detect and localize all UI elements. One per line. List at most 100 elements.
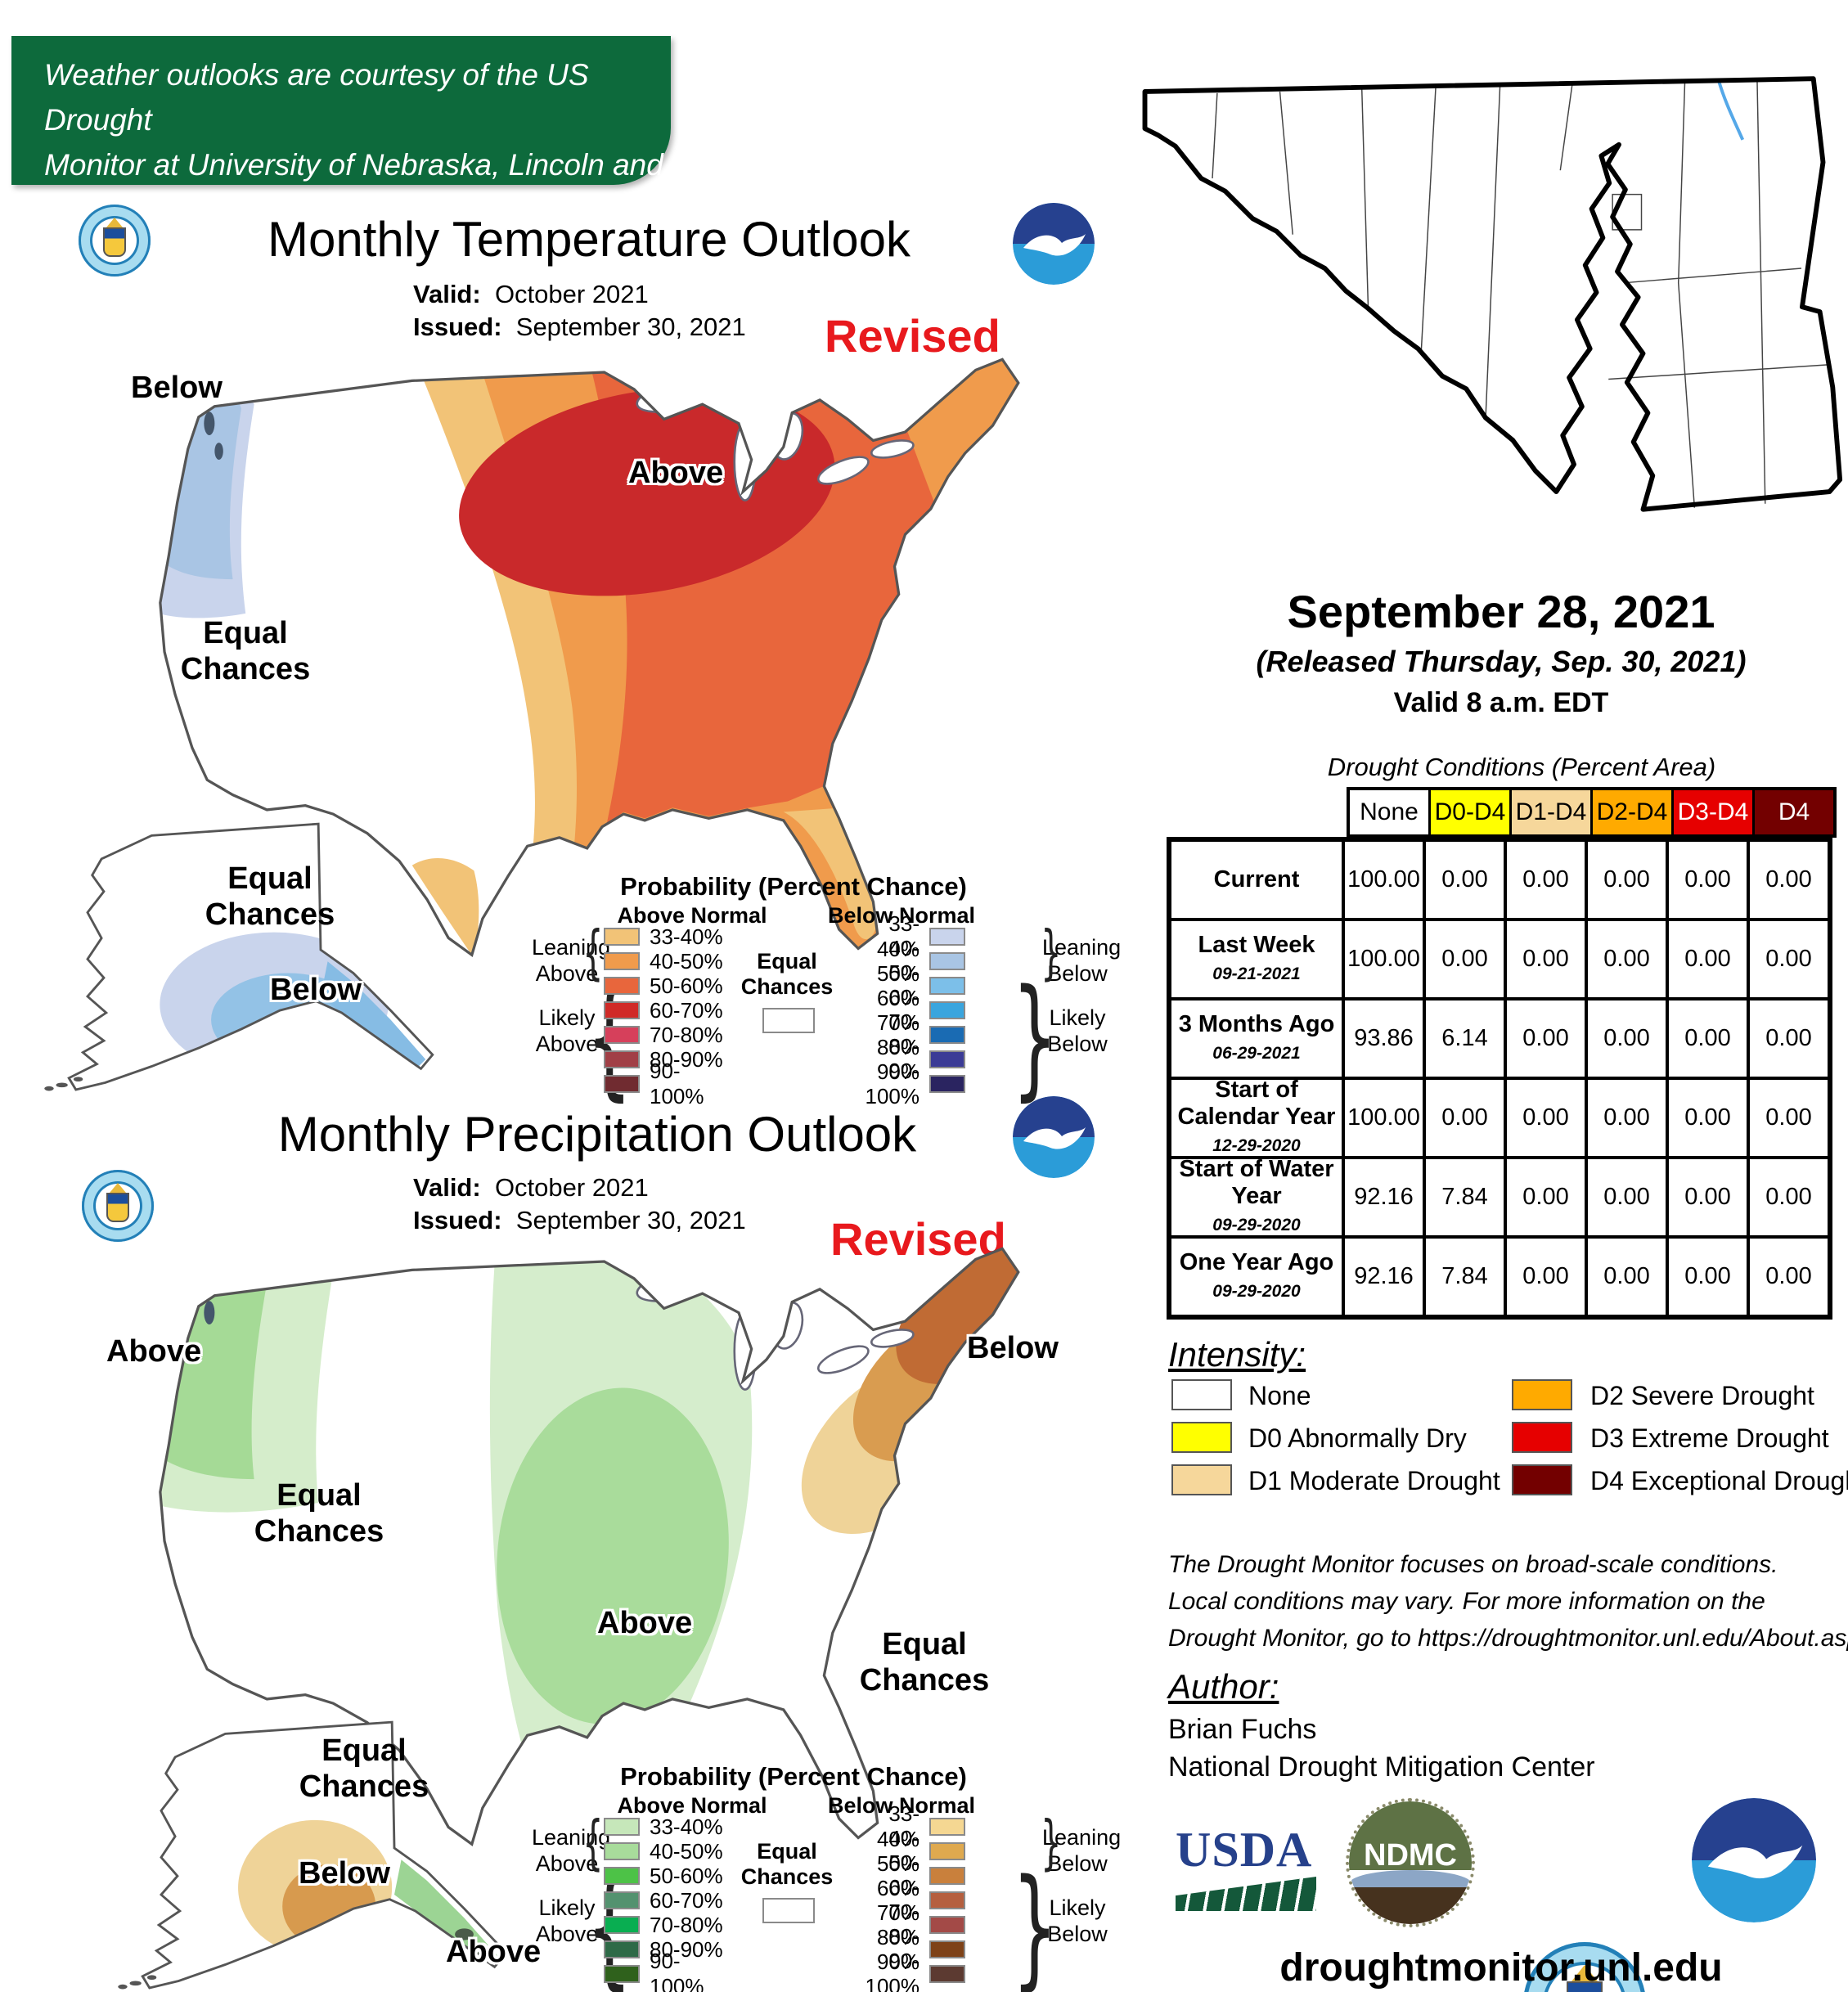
bracket-icon: { [582, 918, 604, 987]
temp-issued-line: Issued: September 30, 2021 [413, 311, 746, 344]
temp-legend-leaning-above: Leaning Above [532, 935, 611, 986]
legend-row: 33-40% 33-40% [604, 1801, 965, 1851]
intensity-swatch-d4 [1512, 1464, 1572, 1495]
noaa-logo-icon: NOAA [1013, 203, 1095, 285]
precip-legend-leaning-below: Leaning Below [1042, 1825, 1122, 1876]
legend-row: 90-100% 90-100% [604, 1949, 965, 1992]
precip-valid-value: October 2021 [494, 1173, 649, 1202]
precip-issued-line: Issued: September 30, 2021 [413, 1204, 746, 1237]
legend-row: 50-60% 50-60% [604, 1850, 965, 1900]
precip-legend-rows: 33-40% 33-40% 40-50% 40-50% 50-60% 50-60% 6… [604, 1801, 965, 1992]
above-swatch [604, 1940, 640, 1958]
ndmc-wave-icon [1349, 1870, 1472, 1887]
table-cell: 100.00 [1343, 920, 1424, 999]
precip-legend-equal-chances: Equal Chances [740, 1839, 834, 1889]
temp-label-below-nw: Below [131, 371, 223, 405]
temp-legend-rows: 33-40% 33-40% 40-50% 40-50% 50-60% 50-60% 6… [604, 911, 965, 1108]
below-swatch [929, 977, 965, 995]
legend-row: 40-50% 40-50% [604, 1826, 965, 1876]
temperature-title: Monthly Temperature Outlook [268, 212, 911, 267]
above-swatch [604, 977, 640, 995]
precip-legend-likely-above: Likely Above [535, 1895, 599, 1946]
doc-seal-icon [79, 205, 151, 277]
table-cell: 0.00 [1748, 920, 1829, 999]
above-swatch [604, 1001, 640, 1019]
below-swatch [929, 1026, 965, 1044]
table-cell: 0.00 [1667, 840, 1748, 920]
precip-legend-above-normal: Above Normal [617, 1793, 767, 1818]
intensity-swatch-d1 [1171, 1464, 1232, 1495]
temp-ak-label-equal-chances: Equal Chances [205, 861, 335, 932]
legend-row: 70-80% 70-80% [604, 1009, 965, 1059]
below-swatch [929, 952, 965, 970]
temp-valid-label: Valid: [413, 280, 481, 308]
drought-table-title: Drought Conditions (Percent Area) [1327, 753, 1716, 781]
temp-valid-line: Valid: October 2021 [413, 278, 649, 311]
doc-shield-icon [106, 1193, 129, 1222]
precip-label-below-ne: Below [967, 1331, 1059, 1365]
table-cell: 0.00 [1586, 840, 1667, 920]
table-cell: 0.00 [1748, 999, 1829, 1078]
above-swatch [604, 1818, 640, 1836]
temp-legend-leaning-below: Leaning Below [1042, 935, 1122, 986]
above-swatch [604, 1965, 640, 1983]
usda-logo-text: USDA [1176, 1823, 1313, 1877]
col-header-d0d4: D0-D4 [1431, 790, 1509, 834]
table-cell: 0.00 [1667, 1158, 1748, 1237]
table-cell: 100.00 [1343, 1078, 1424, 1158]
precipitation-alaska-map [118, 1720, 508, 1990]
droughtmonitor-url-link[interactable]: droughtmonitor.unl.edu [1279, 1946, 1723, 1990]
intensity-swatch-d2 [1512, 1379, 1572, 1410]
table-cell: 0.00 [1424, 840, 1505, 920]
below-swatch [929, 1050, 965, 1068]
table-cell: 92.16 [1343, 1158, 1424, 1237]
intensity-label-d4: D4 Exceptional Drought [1590, 1466, 1848, 1495]
temp-label-equal-chances: Equal Chances [180, 616, 311, 686]
temp-issued-label: Issued: [413, 313, 502, 341]
table-cell: 0.00 [1505, 840, 1586, 920]
author-title: Author: [1168, 1667, 1279, 1706]
precip-label-equal-chances-west: Equal Chances [254, 1478, 384, 1549]
temp-legend-below-normal: Below Normal [827, 903, 976, 928]
bracket-icon: { [582, 1808, 604, 1877]
ndmc-logo-icon: NDMC [1346, 1798, 1475, 1927]
col-header-d4: D4 [1755, 790, 1833, 834]
table-cell: 0.00 [1748, 840, 1829, 920]
table-cell: 6.14 [1424, 999, 1505, 1078]
precip-label-equal-chances-se: Equal Chances [859, 1627, 990, 1697]
usda-logo-icon: USDA [1176, 1823, 1316, 1911]
temp-valid-value: October 2021 [494, 280, 649, 308]
temperature-conus-map [159, 357, 1020, 958]
legend-row: 40-50% 40-50% [604, 936, 965, 986]
drought-table-body: Current 100.00 0.00 0.00 0.00 0.00 0.00 … [1167, 837, 1832, 1320]
below-swatch [929, 1001, 965, 1019]
table-cell: 0.00 [1505, 1237, 1586, 1316]
table-cell: 0.00 [1586, 1158, 1667, 1237]
temperature-legend: Probability (Percent Chance) Above Norma… [532, 867, 1122, 1113]
precip-issued-value: September 30, 2021 [515, 1206, 746, 1234]
above-swatch [604, 1891, 640, 1909]
bracket-icon: } [1041, 1808, 1062, 1877]
col-header-d2d4: D2-D4 [1593, 790, 1671, 834]
temp-issued-value: September 30, 2021 [515, 313, 746, 341]
intensity-swatch-none [1171, 1379, 1232, 1410]
precip-ak-label-below: Below [299, 1856, 390, 1891]
table-cell: 0.00 [1667, 920, 1748, 999]
table-cell: 0.00 [1505, 1078, 1586, 1158]
table-cell: 0.00 [1586, 1078, 1667, 1158]
usda-field-icon [1176, 1877, 1316, 1911]
temp-legend-above-normal: Above Normal [617, 903, 767, 928]
temp-legend-equal-swatch [762, 1008, 815, 1033]
table-cell: 93.86 [1343, 999, 1424, 1078]
temp-legend-likely-below: Likely Below [1047, 1005, 1108, 1056]
bracket-icon: } [1041, 918, 1062, 987]
precip-legend-below-normal: Below Normal [827, 1793, 976, 1818]
col-header-none: None [1350, 790, 1428, 834]
drought-table-header: None D0-D4 D1-D4 D2-D4 D3-D4 D4 [1347, 787, 1837, 838]
legend-row: 33-40% 33-40% [604, 911, 965, 961]
table-cell: 0.00 [1586, 999, 1667, 1078]
precip-revised-stamp: Revised [830, 1213, 1006, 1265]
doc-eagle-icon [110, 1183, 126, 1193]
table-cell: 0.00 [1748, 1237, 1829, 1316]
below-swatch [929, 928, 965, 946]
